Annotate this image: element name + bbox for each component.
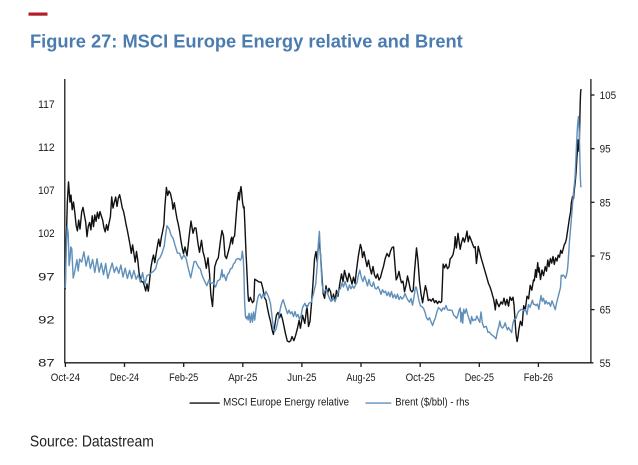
svg-text:Figure 27: MSCI Europe Energy: Figure 27: MSCI Europe Energy relative a… — [30, 30, 463, 51]
svg-text:55: 55 — [600, 358, 611, 370]
svg-text:107: 107 — [38, 185, 55, 197]
svg-text:Oct-25: Oct-25 — [406, 372, 435, 384]
svg-text:65: 65 — [600, 305, 611, 317]
svg-text:Dec-25: Dec-25 — [465, 372, 494, 384]
svg-text:95: 95 — [600, 144, 611, 156]
svg-text:87: 87 — [38, 358, 55, 370]
svg-text:117: 117 — [38, 99, 55, 111]
svg-text:97: 97 — [38, 271, 55, 283]
svg-text:92: 92 — [38, 315, 55, 327]
svg-text:Aug-25: Aug-25 — [346, 372, 375, 384]
svg-text:Apr-25: Apr-25 — [228, 372, 257, 384]
svg-text:105: 105 — [600, 90, 617, 102]
svg-text:112: 112 — [38, 142, 55, 154]
svg-text:Dec-24: Dec-24 — [110, 372, 139, 384]
svg-text:Feb-26: Feb-26 — [524, 372, 553, 384]
svg-text:MSCI Europe Energy relative: MSCI Europe Energy relative — [223, 396, 349, 408]
svg-text:Oct-24: Oct-24 — [51, 372, 80, 384]
svg-text:Source: Datastream: Source: Datastream — [30, 434, 154, 451]
svg-text:75: 75 — [600, 251, 611, 263]
svg-text:Brent ($/bbl) - rhs: Brent ($/bbl) - rhs — [395, 396, 469, 408]
svg-text:Feb-25: Feb-25 — [169, 372, 198, 384]
svg-text:85: 85 — [600, 197, 611, 209]
svg-text:Jun-25: Jun-25 — [287, 372, 316, 384]
svg-text:102: 102 — [38, 228, 55, 240]
